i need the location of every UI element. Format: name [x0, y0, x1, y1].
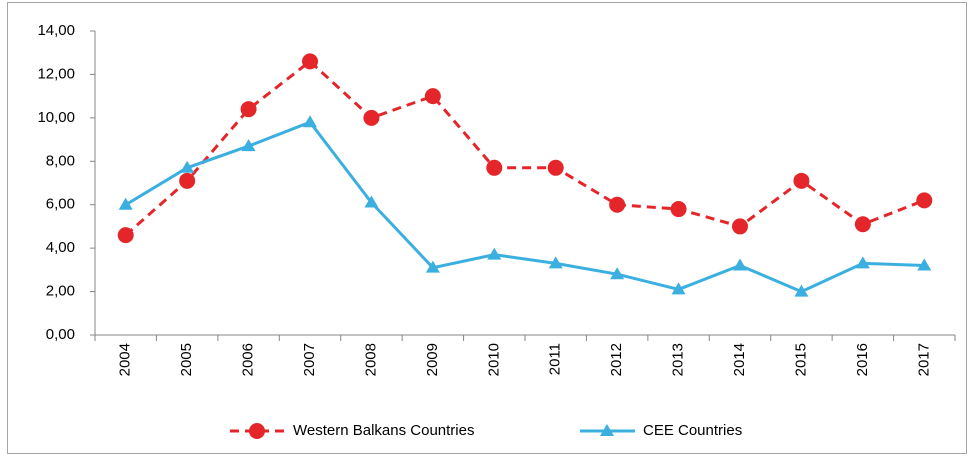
- data-point: [240, 101, 257, 118]
- x-tick-label: 2016: [854, 343, 871, 376]
- data-point: [916, 192, 933, 209]
- data-point: [609, 196, 626, 213]
- chart-border: [7, 2, 967, 454]
- x-tick-label: 2011: [547, 343, 564, 375]
- data-point: [180, 160, 195, 173]
- x-tick-label: 2008: [362, 343, 379, 376]
- x-tick-label: 2009: [424, 343, 441, 376]
- data-point: [671, 282, 686, 295]
- data-point: [486, 159, 503, 176]
- y-tick-label: 12,00: [37, 65, 75, 82]
- x-tick-label: 2004: [117, 343, 134, 376]
- data-point: [303, 115, 317, 128]
- y-tick-label: 14,00: [37, 22, 75, 39]
- x-tick-label: 2005: [178, 343, 195, 376]
- data-point: [793, 172, 810, 189]
- data-point: [854, 216, 871, 233]
- data-point: [424, 88, 441, 105]
- data-point: [610, 267, 625, 280]
- x-tick-label: 2007: [301, 343, 318, 376]
- data-point: [364, 195, 379, 208]
- series-line: [124, 120, 925, 294]
- y-tick-label: 4,00: [46, 239, 75, 256]
- y-tick-label: 10,00: [37, 109, 75, 126]
- data-point: [855, 256, 870, 269]
- x-tick-label: 2017: [915, 343, 932, 376]
- x-tick-label: 2012: [608, 343, 625, 376]
- data-point: [118, 197, 133, 210]
- data-point: [241, 139, 256, 152]
- data-point: [670, 201, 687, 218]
- x-tick-label: 2014: [731, 343, 748, 376]
- x-tick-label: 2015: [792, 343, 809, 376]
- x-tick-label: 2010: [485, 343, 502, 376]
- y-tick-label: 6,00: [46, 196, 75, 213]
- legend-label: Western Balkans Countries: [293, 422, 474, 439]
- data-point: [363, 109, 380, 126]
- data-point: [117, 227, 134, 244]
- legend-marker: [600, 424, 614, 436]
- data-point: [487, 247, 502, 260]
- legend-label: CEE Countries: [643, 422, 742, 439]
- data-point: [548, 256, 563, 269]
- data-point: [425, 260, 440, 273]
- data-point: [794, 284, 809, 297]
- y-tick-label: 8,00: [46, 152, 75, 169]
- x-tick-label: 2013: [670, 343, 687, 376]
- y-tick-label: 0,00: [46, 326, 75, 343]
- data-point: [732, 218, 748, 235]
- legend-marker: [249, 423, 265, 439]
- series-line: [124, 59, 925, 237]
- data-point: [547, 159, 564, 176]
- data-point: [917, 258, 932, 271]
- y-tick-label: 2,00: [46, 283, 75, 300]
- data-point: [733, 258, 747, 271]
- x-tick-label: 2006: [240, 343, 257, 376]
- data-point: [179, 172, 196, 189]
- data-point: [302, 53, 318, 70]
